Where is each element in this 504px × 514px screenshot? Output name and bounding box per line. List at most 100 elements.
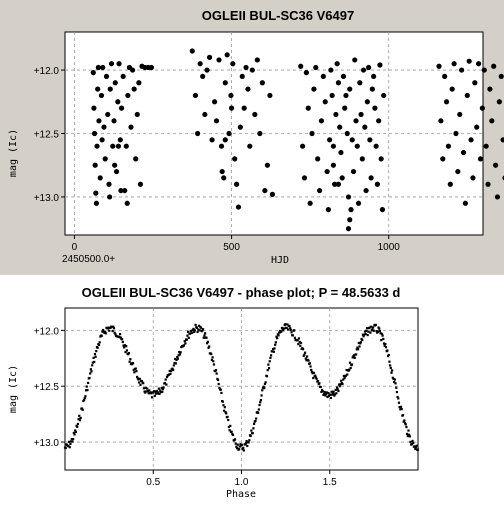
light-curve-point: [113, 168, 120, 175]
phase-plot-x-tick-label: 1.5: [323, 477, 337, 488]
phase-plot-point: [298, 340, 301, 344]
light-curve-point: [474, 124, 480, 130]
phase-plot-point: [161, 388, 165, 391]
phase-plot-point: [336, 388, 339, 391]
phase-plot-point: [203, 334, 206, 337]
light-curve-x-tick-label: 1000: [378, 242, 401, 253]
phase-plot-point: [350, 363, 354, 366]
light-curve-point: [354, 143, 360, 149]
phase-plot-point: [224, 411, 227, 414]
phase-plot-point: [272, 350, 275, 353]
light-curve-point: [348, 207, 354, 213]
phase-plot-point: [400, 407, 403, 411]
phase-plot-point: [278, 331, 281, 334]
phase-plot-point: [362, 335, 365, 338]
phase-plot-point: [330, 390, 333, 393]
phase-plot-point: [233, 438, 237, 441]
phase-plot-point: [293, 336, 296, 339]
phase-plot-x-label: Phase: [226, 489, 256, 500]
phase-plot-point: [238, 448, 241, 451]
light-curve-point: [500, 137, 504, 143]
phase-plot-point: [146, 389, 150, 393]
light-curve-point: [112, 80, 118, 86]
phase-plot-point: [226, 415, 229, 418]
light-curve-point: [462, 200, 468, 206]
phase-plot-point: [291, 334, 294, 337]
light-curve-point: [485, 181, 491, 187]
light-curve-point: [106, 181, 112, 187]
phase-plot-point: [122, 344, 125, 347]
light-curve-point: [237, 124, 243, 130]
phase-plot-point: [302, 354, 305, 357]
phase-plot-point: [280, 326, 284, 329]
phase-plot-point: [78, 419, 82, 422]
phase-plot-point: [261, 389, 264, 392]
phase-plot-point: [306, 355, 309, 358]
phase-plot-y-tick-label: +12.0: [34, 326, 60, 337]
phase-plot-point: [408, 435, 411, 438]
phase-plot-point: [222, 404, 225, 407]
phase-plot-point: [399, 408, 402, 411]
phase-plot-point: [395, 386, 398, 389]
phase-plot-point: [76, 425, 79, 428]
phase-plot-point: [372, 326, 375, 329]
phase-plot-point: [239, 443, 242, 446]
phase-plot-point: [386, 349, 389, 352]
phase-plot-point: [172, 368, 175, 372]
phase-plot-point: [185, 338, 188, 341]
light-curve-point: [477, 156, 484, 162]
phase-plot-point: [392, 377, 395, 381]
phase-plot-point: [332, 390, 335, 393]
light-curve-point: [301, 175, 308, 181]
phase-plot-point: [365, 327, 369, 330]
phase-plot-point: [382, 342, 386, 345]
phase-plot-point: [320, 390, 323, 393]
phase-plot-point: [367, 330, 370, 333]
phase-plot-point: [257, 408, 260, 411]
light-curve-point: [213, 118, 220, 124]
light-curve-point: [91, 130, 98, 137]
phase-plot-point: [70, 437, 73, 441]
light-curve-point: [327, 137, 333, 143]
phase-plot-point: [416, 448, 420, 451]
phase-plot-point: [118, 332, 122, 336]
light-curve-point: [479, 105, 485, 111]
phase-plot-point: [238, 445, 241, 448]
phase-plot-point: [301, 348, 305, 351]
phase-plot-point: [198, 329, 201, 332]
phase-plot-point: [380, 332, 384, 336]
light-curve-point: [344, 130, 350, 137]
phase-plot-point: [85, 385, 88, 388]
light-curve-point: [337, 124, 343, 130]
light-curve-point: [95, 64, 101, 71]
phase-plot-point: [271, 350, 274, 353]
phase-plot-point: [210, 358, 214, 362]
phase-plot-point: [216, 378, 220, 382]
phase-plot-point: [194, 323, 197, 326]
phase-plot-point: [93, 360, 96, 364]
phase-plot-point: [383, 344, 386, 347]
phase-plot-point: [289, 327, 292, 330]
light-curve-point: [219, 168, 225, 175]
phase-plot-point: [72, 437, 75, 441]
light-curve-grid: [65, 32, 483, 235]
phase-plot-point: [227, 418, 230, 422]
light-curve-point: [498, 73, 504, 80]
light-curve-point: [359, 156, 365, 162]
phase-plot-point: [325, 392, 328, 395]
phase-plot-point: [274, 341, 277, 344]
light-curve-point: [133, 156, 139, 162]
phase-plot-point: [129, 358, 132, 361]
light-curve-point: [357, 80, 363, 86]
phase-plot-point: [72, 431, 75, 434]
phase-plot-point: [359, 342, 362, 345]
phase-plot-point: [193, 330, 196, 334]
phase-plot-point: [174, 362, 177, 365]
light-curve-point: [457, 111, 463, 118]
light-curve-point: [440, 156, 446, 162]
light-curve-point: [307, 200, 313, 206]
phase-plot-point: [191, 331, 194, 334]
phase-plot-point: [245, 439, 248, 443]
light-curve-point: [489, 118, 495, 124]
phase-plot-point: [402, 420, 405, 423]
